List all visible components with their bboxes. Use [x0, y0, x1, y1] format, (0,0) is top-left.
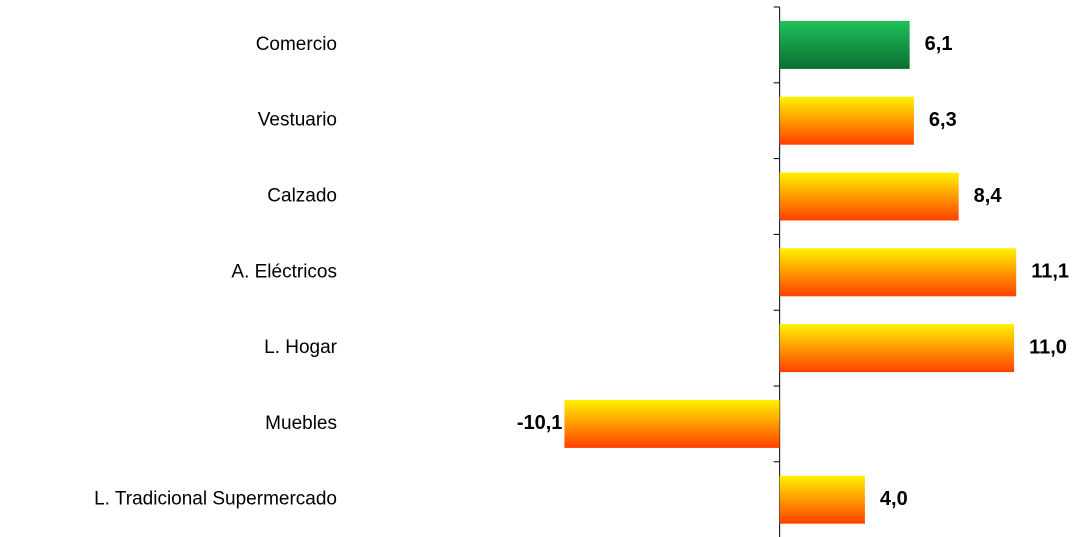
- category-label: Vestuario: [258, 110, 337, 131]
- value-label: 4,0: [880, 488, 908, 510]
- category-label: L. Tradicional Supermercado: [94, 489, 337, 510]
- bar: [779, 20, 910, 69]
- category-label: A. Eléctricos: [231, 261, 337, 282]
- category-label: Comercio: [256, 34, 337, 55]
- bar: [779, 96, 914, 145]
- value-label: 6,3: [929, 109, 957, 131]
- bar: [779, 248, 1017, 297]
- value-label: 8,4: [974, 185, 1003, 207]
- bar: [564, 399, 780, 448]
- value-label: 11,1: [1031, 261, 1069, 283]
- value-label: 6,1: [925, 33, 953, 55]
- bar: [779, 324, 1015, 373]
- value-label: -10,1: [517, 412, 563, 434]
- bar: [779, 172, 959, 221]
- category-label: L. Hogar: [264, 337, 338, 358]
- category-label: Muebles: [265, 413, 337, 434]
- category-label: Calzado: [267, 186, 337, 207]
- value-label: 11,0: [1029, 336, 1067, 358]
- bar: [779, 475, 865, 524]
